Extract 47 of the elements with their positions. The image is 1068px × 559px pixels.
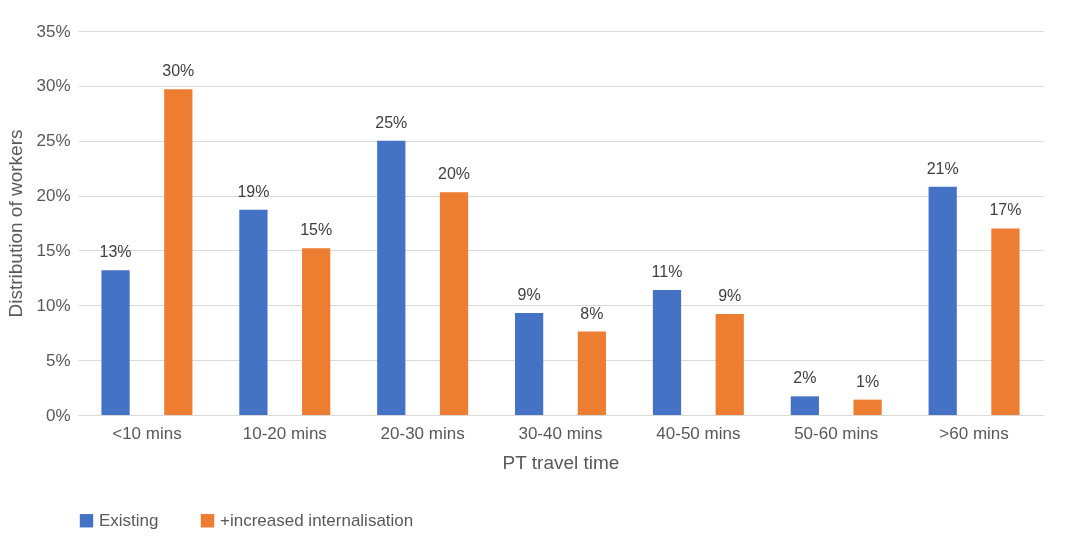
bar <box>577 331 606 415</box>
data-label: 9% <box>718 287 742 305</box>
x-tick-label: >60 mins <box>939 423 1009 443</box>
x-tick-label: 20-30 mins <box>380 423 465 443</box>
legend-label: Existing <box>99 510 159 530</box>
y-tick-label: 25% <box>36 131 71 151</box>
x-tick-label: 50-60 mins <box>794 423 879 443</box>
bar <box>377 140 406 415</box>
data-label: 25% <box>375 113 408 131</box>
y-axis-title: Distribution of workers <box>5 129 27 318</box>
y-tick-label: 15% <box>36 240 71 260</box>
data-label: 2% <box>793 369 817 387</box>
x-tick-label: 40-50 mins <box>656 423 741 443</box>
data-label: 19% <box>237 182 270 200</box>
data-label: 20% <box>438 165 471 183</box>
data-label: 30% <box>162 62 195 80</box>
bar <box>101 270 130 415</box>
data-label: 8% <box>580 304 604 322</box>
x-tick-label: 10-20 mins <box>242 423 327 443</box>
y-tick-label: 10% <box>36 295 71 315</box>
x-tick-label: 30-40 mins <box>518 423 603 443</box>
y-tick-label: 35% <box>36 21 71 41</box>
y-tick-label: 0% <box>45 405 71 425</box>
legend-label: +increased internalisation <box>220 510 414 530</box>
bar <box>239 209 268 415</box>
bar <box>790 396 819 415</box>
data-label: 9% <box>517 285 541 303</box>
bar <box>853 399 882 415</box>
bar <box>164 89 193 415</box>
y-tick-label: 20% <box>36 186 71 206</box>
bar <box>439 192 469 415</box>
data-label: 15% <box>300 221 333 239</box>
bar <box>991 228 1020 415</box>
bar <box>515 312 544 415</box>
y-tick-label: 30% <box>36 76 71 96</box>
bar <box>928 186 957 415</box>
y-tick-label: 5% <box>45 350 71 370</box>
x-tick-label: <10 mins <box>112 423 182 443</box>
bar <box>652 289 682 415</box>
data-label: 11% <box>651 262 683 280</box>
data-label: 1% <box>856 372 880 390</box>
data-label: 21% <box>926 159 959 177</box>
data-label: 13% <box>99 243 132 261</box>
bar <box>302 248 331 415</box>
bar <box>715 314 744 415</box>
data-label: 17% <box>989 201 1022 219</box>
x-axis-title: PT travel time <box>502 451 620 473</box>
